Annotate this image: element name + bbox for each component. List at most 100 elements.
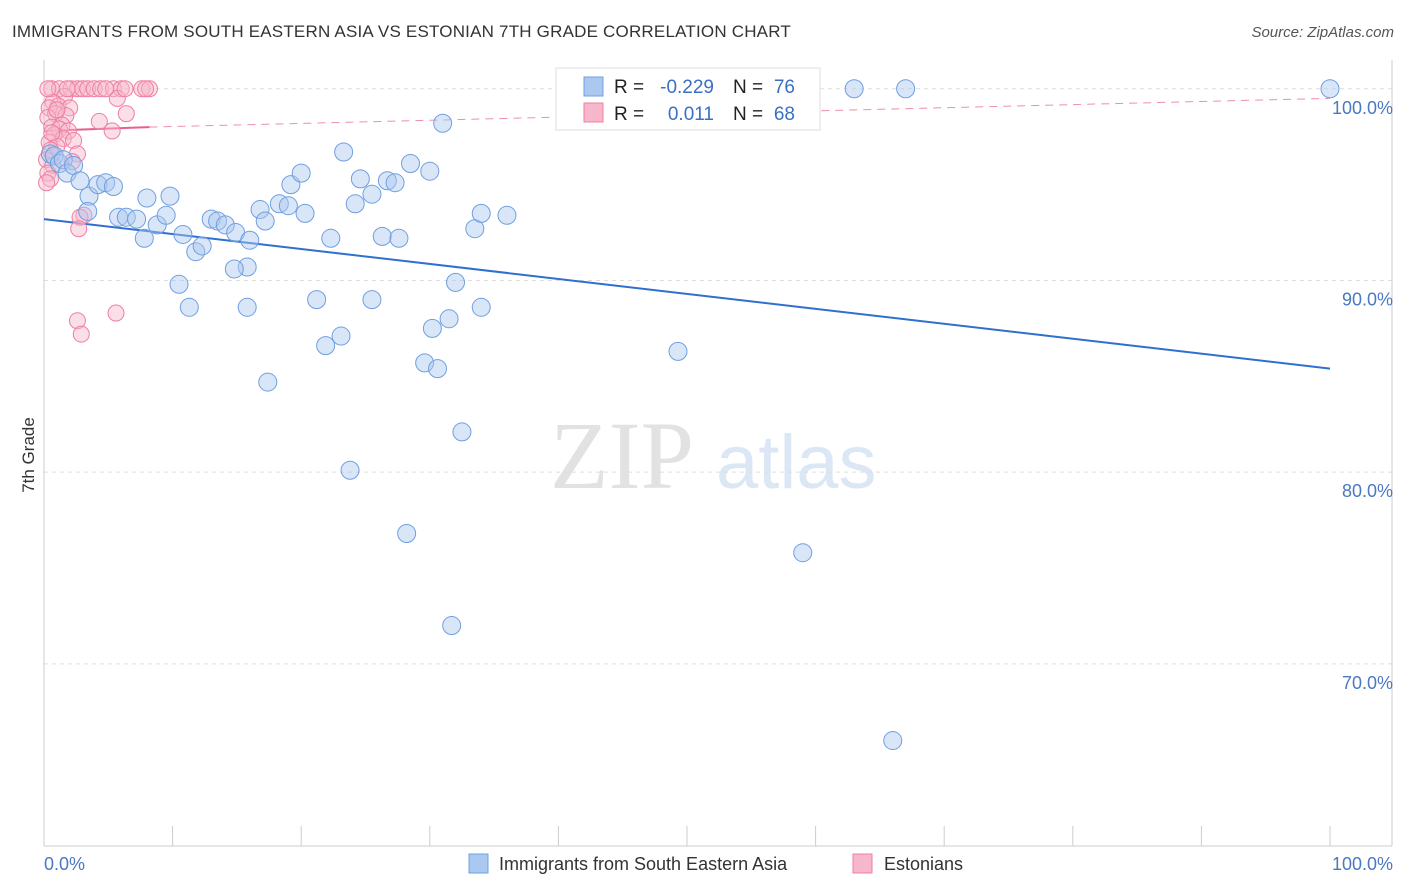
stats-swatch-blue <box>583 76 604 97</box>
point-sea-23 <box>201 209 221 229</box>
point-sea-38 <box>334 142 354 162</box>
point-sea-67 <box>452 422 472 442</box>
y-tick-labels: 70.0% 80.0% 90.0% 100.0% <box>1332 98 1393 693</box>
point-sea-69 <box>397 524 417 544</box>
point-sea-28 <box>224 259 244 279</box>
point-estonians-22 <box>90 112 108 130</box>
point-sea-43 <box>377 171 397 191</box>
point-sea-66 <box>668 341 688 361</box>
point-estonians-30 <box>65 132 83 150</box>
point-estonians-46 <box>39 80 57 98</box>
point-sea-59 <box>446 272 466 292</box>
source-credit: Source: ZipAtlas.com <box>1251 24 1394 41</box>
point-sea-35 <box>291 163 311 183</box>
point-sea-55 <box>307 290 327 310</box>
sea-points <box>40 79 1340 751</box>
point-sea-65 <box>258 372 278 392</box>
point-estonians-49 <box>116 80 134 98</box>
point-sea-22 <box>192 236 212 256</box>
point-sea-47 <box>420 161 440 181</box>
point-sea-6 <box>70 171 90 191</box>
stats-n-value-1: 76 <box>774 77 795 98</box>
y-tick-label-0: 70.0% <box>1342 673 1393 693</box>
point-estonians-42 <box>70 220 88 238</box>
axes <box>43 60 1393 847</box>
stats-r-value-2: 0.011 <box>668 104 714 125</box>
point-sea-50 <box>471 203 491 223</box>
y-tick-label-1: 80.0% <box>1342 481 1393 501</box>
point-estonians-27 <box>103 122 121 140</box>
point-sea-18 <box>160 186 180 206</box>
point-sea-60 <box>471 297 491 317</box>
stats-r-label-1: R = <box>614 77 644 98</box>
point-estonians-47 <box>58 80 76 98</box>
point-sea-53 <box>179 297 199 317</box>
point-sea-20 <box>173 224 193 244</box>
stats-n-value-2: 68 <box>774 104 795 125</box>
point-sea-75 <box>896 79 916 99</box>
point-estonians-6 <box>85 80 103 98</box>
stats-swatch-pink <box>583 102 604 123</box>
series-legend: Immigrants from South Eastern Asia Eston… <box>468 853 963 874</box>
y-axis-label: 7th Grade <box>19 417 38 493</box>
point-sea-33 <box>278 196 298 216</box>
point-sea-14 <box>127 209 147 229</box>
point-sea-29 <box>240 230 260 250</box>
y-tick-label-3: 100.0% <box>1332 98 1393 118</box>
point-sea-68 <box>340 460 360 480</box>
y-tick-label-2: 90.0% <box>1342 289 1393 309</box>
point-sea-61 <box>316 336 336 356</box>
point-sea-39 <box>345 194 365 214</box>
point-sea-62 <box>331 326 351 346</box>
point-sea-52 <box>169 274 189 294</box>
point-sea-54 <box>237 297 257 317</box>
point-sea-51 <box>497 205 517 225</box>
point-sea-74 <box>844 79 864 99</box>
point-sea-25 <box>215 215 235 235</box>
point-sea-46 <box>401 154 421 174</box>
point-estonians-4 <box>74 80 92 98</box>
point-sea-58 <box>439 309 459 329</box>
point-sea-70 <box>793 543 813 563</box>
point-sea-36 <box>295 203 315 223</box>
point-sea-31 <box>255 211 275 231</box>
point-sea-2 <box>49 154 69 174</box>
stats-n-label-1: N = <box>733 77 763 98</box>
point-sea-76 <box>1320 79 1340 99</box>
point-sea-37 <box>321 228 341 248</box>
legend-swatch-estonians <box>852 853 873 874</box>
gridlines <box>44 88 1392 665</box>
point-estonians-52 <box>43 124 61 142</box>
point-estonians-21 <box>117 105 135 123</box>
point-sea-40 <box>350 169 370 189</box>
point-estonians-50 <box>137 80 155 98</box>
point-sea-48 <box>433 113 453 133</box>
x-tick-labels: 0.0% 100.0% <box>44 854 1393 874</box>
point-sea-64 <box>428 359 448 379</box>
watermark-zip: ZIP <box>550 402 694 509</box>
watermark-atlas: atlas <box>716 420 877 505</box>
point-estonians-45 <box>72 325 90 343</box>
estonians-points <box>38 80 158 343</box>
point-estonians-44 <box>68 312 86 330</box>
point-sea-15 <box>137 188 157 208</box>
point-sea-44 <box>385 173 405 193</box>
point-sea-8 <box>88 175 108 195</box>
point-sea-72 <box>883 731 903 751</box>
point-estonians-43 <box>107 304 125 322</box>
point-sea-30 <box>250 200 270 220</box>
stats-legend: R = -0.229 N = 76 R = 0.011 N = 68 <box>555 67 821 131</box>
point-sea-63 <box>415 353 435 373</box>
stats-r-value-1: -0.229 <box>660 77 714 98</box>
point-sea-11 <box>78 201 98 221</box>
point-estonians-3 <box>68 80 86 98</box>
point-sea-41 <box>362 184 382 204</box>
legend-label-estonians: Estonians <box>884 854 963 874</box>
point-estonians-11 <box>140 80 158 98</box>
point-estonians-51 <box>48 101 66 119</box>
stats-r-label-2: R = <box>614 104 644 125</box>
x-tick-label-1: 100.0% <box>1332 854 1393 874</box>
point-estonians-5 <box>79 80 97 98</box>
stats-n-label-2: N = <box>733 104 763 125</box>
